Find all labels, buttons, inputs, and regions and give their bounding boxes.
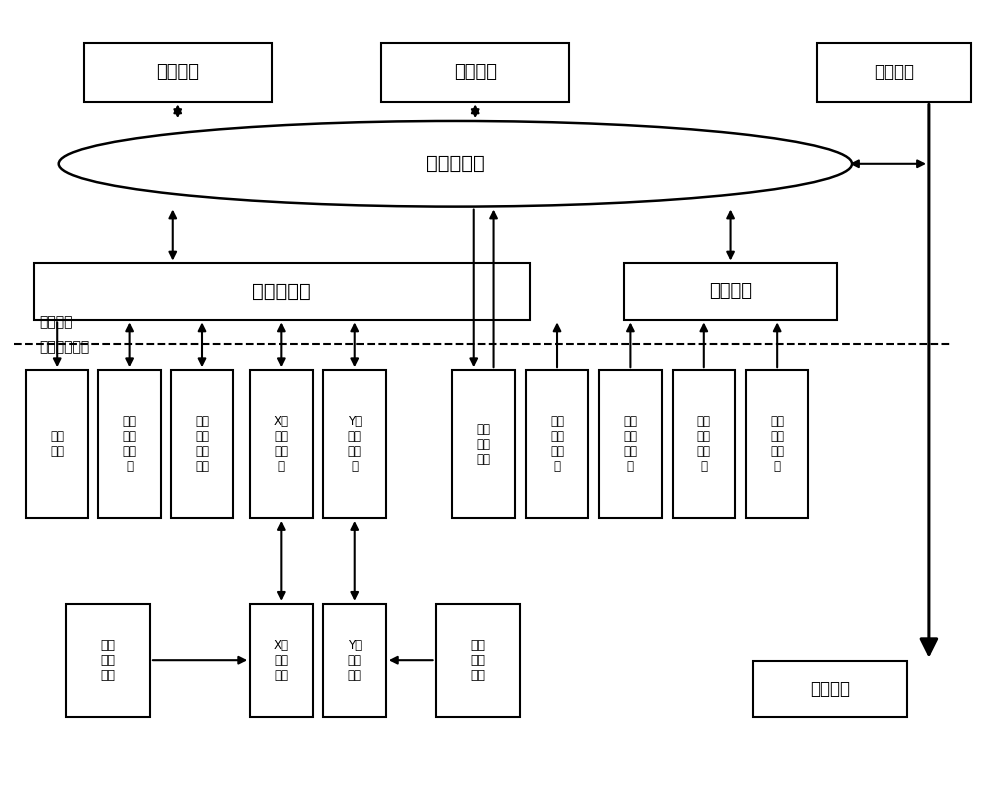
Text: 照明
装置: 照明 装置 <box>50 430 64 458</box>
FancyBboxPatch shape <box>323 604 386 717</box>
FancyBboxPatch shape <box>84 43 272 102</box>
Text: X轴
运动
装置: X轴 运动 装置 <box>274 639 289 682</box>
FancyBboxPatch shape <box>381 43 569 102</box>
FancyBboxPatch shape <box>323 370 386 518</box>
FancyBboxPatch shape <box>452 370 515 518</box>
FancyBboxPatch shape <box>436 604 520 717</box>
FancyBboxPatch shape <box>26 370 88 518</box>
Text: X轴
运动
驱动
器: X轴 运动 驱动 器 <box>274 415 289 473</box>
FancyBboxPatch shape <box>673 370 735 518</box>
FancyBboxPatch shape <box>526 370 588 518</box>
Text: 其他
扩增
传感
器: 其他 扩增 传感 器 <box>770 415 784 473</box>
Text: 应急
解锁
装置: 应急 解锁 装置 <box>100 639 115 682</box>
Text: 视频
监视
装置: 视频 监视 装置 <box>477 423 491 466</box>
Text: 对讲装置: 对讲装置 <box>810 680 850 697</box>
Text: Y轴
运动
驱动
器: Y轴 运动 驱动 器 <box>348 415 362 473</box>
Text: 控制终端: 控制终端 <box>156 63 199 81</box>
FancyBboxPatch shape <box>817 43 971 102</box>
Text: 眼震
信号
传感
器: 眼震 信号 传感 器 <box>550 415 564 473</box>
FancyBboxPatch shape <box>624 264 837 320</box>
FancyBboxPatch shape <box>250 604 313 717</box>
Text: 自主
训练
操作
装置: 自主 训练 操作 装置 <box>195 415 209 473</box>
FancyBboxPatch shape <box>171 370 233 518</box>
FancyBboxPatch shape <box>746 370 808 518</box>
FancyBboxPatch shape <box>34 264 530 320</box>
Text: 矫治训练台侧: 矫治训练台侧 <box>39 341 89 355</box>
Text: 心电
信号
传感
器: 心电 信号 传感 器 <box>623 415 637 473</box>
Text: 管理终端: 管理终端 <box>454 63 497 81</box>
Ellipse shape <box>59 121 852 207</box>
Text: 应急
解锁
装置: 应急 解锁 装置 <box>470 639 485 682</box>
Text: Y轴
运动
装置: Y轴 运动 装置 <box>348 639 362 682</box>
Text: 对讲装置: 对讲装置 <box>874 63 914 81</box>
FancyBboxPatch shape <box>599 370 662 518</box>
FancyBboxPatch shape <box>66 604 150 717</box>
Text: 底层控制器: 底层控制器 <box>252 282 311 301</box>
Text: 显示终端: 显示终端 <box>709 283 752 301</box>
FancyBboxPatch shape <box>753 660 907 717</box>
Text: 系统通讯网: 系统通讯网 <box>426 154 485 173</box>
Text: 血氧
信号
传感
器: 血氧 信号 传感 器 <box>697 415 711 473</box>
FancyBboxPatch shape <box>250 370 313 518</box>
Text: 舱门
状态
传感
器: 舱门 状态 传感 器 <box>123 415 137 473</box>
Text: 操作台侧: 操作台侧 <box>39 315 72 329</box>
FancyBboxPatch shape <box>98 370 161 518</box>
